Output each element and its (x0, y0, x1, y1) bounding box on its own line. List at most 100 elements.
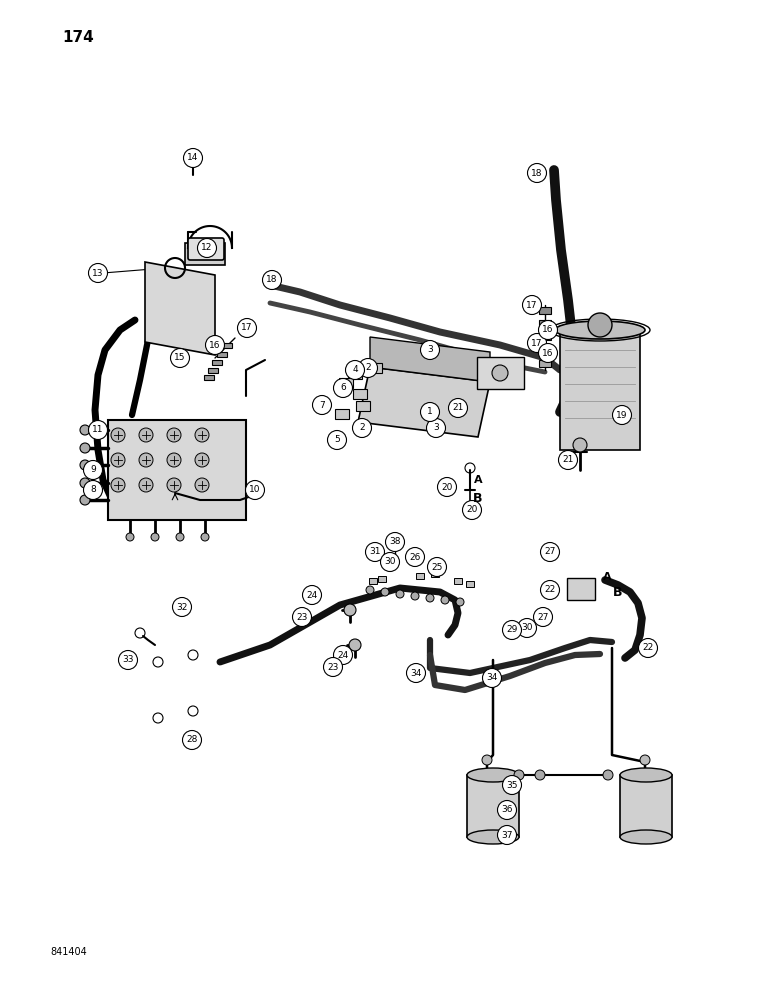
Text: 29: 29 (506, 626, 518, 635)
FancyBboxPatch shape (560, 330, 640, 450)
Text: 7: 7 (319, 400, 325, 410)
Circle shape (639, 639, 658, 658)
Text: 23: 23 (328, 662, 339, 672)
Circle shape (603, 770, 613, 780)
Circle shape (153, 657, 163, 667)
Circle shape (349, 639, 361, 651)
Text: 12: 12 (201, 243, 213, 252)
FancyBboxPatch shape (539, 360, 551, 367)
Circle shape (346, 360, 364, 379)
Circle shape (183, 148, 203, 167)
Circle shape (448, 398, 467, 418)
Circle shape (438, 478, 456, 496)
Text: 6: 6 (340, 383, 346, 392)
Ellipse shape (467, 768, 519, 782)
Circle shape (237, 318, 257, 338)
FancyBboxPatch shape (353, 389, 367, 399)
Circle shape (456, 598, 464, 606)
Circle shape (303, 585, 321, 604)
Circle shape (80, 443, 90, 453)
Circle shape (523, 296, 541, 314)
Circle shape (139, 478, 153, 492)
Text: 34: 34 (410, 668, 422, 678)
Circle shape (111, 453, 125, 467)
Circle shape (328, 430, 346, 450)
FancyBboxPatch shape (466, 581, 474, 587)
Circle shape (80, 478, 90, 488)
Text: 2: 2 (359, 424, 365, 432)
Circle shape (183, 730, 201, 750)
Text: 36: 36 (502, 806, 512, 814)
FancyBboxPatch shape (539, 320, 551, 327)
Circle shape (171, 349, 190, 367)
Circle shape (406, 548, 424, 566)
Circle shape (139, 453, 153, 467)
FancyBboxPatch shape (356, 401, 370, 411)
Circle shape (420, 402, 439, 422)
Text: 2: 2 (365, 363, 370, 372)
Circle shape (313, 395, 332, 414)
Text: 24: 24 (307, 590, 317, 599)
Text: 15: 15 (174, 354, 186, 362)
FancyBboxPatch shape (188, 238, 224, 260)
Circle shape (197, 238, 217, 257)
FancyBboxPatch shape (208, 368, 218, 373)
Text: B: B (613, 585, 622, 598)
Circle shape (334, 646, 353, 664)
Circle shape (535, 770, 545, 780)
Circle shape (139, 428, 153, 442)
Text: 37: 37 (502, 830, 512, 840)
Circle shape (176, 533, 184, 541)
Circle shape (195, 428, 209, 442)
Circle shape (558, 450, 577, 470)
Circle shape (88, 263, 108, 282)
Circle shape (411, 592, 419, 600)
Circle shape (396, 590, 404, 598)
Circle shape (205, 336, 225, 355)
Text: 3: 3 (427, 346, 433, 355)
Text: 17: 17 (526, 300, 537, 310)
Ellipse shape (555, 321, 645, 339)
Text: 30: 30 (385, 558, 395, 566)
Circle shape (612, 406, 632, 424)
Circle shape (502, 620, 522, 640)
Text: 34: 34 (486, 674, 498, 682)
Circle shape (573, 438, 587, 452)
Polygon shape (145, 262, 215, 355)
Circle shape (353, 418, 371, 438)
Circle shape (153, 713, 163, 723)
Ellipse shape (620, 830, 672, 844)
Circle shape (538, 320, 558, 340)
Ellipse shape (467, 830, 519, 844)
Text: 16: 16 (542, 326, 554, 334)
Text: 13: 13 (92, 268, 104, 277)
Circle shape (527, 163, 547, 182)
Circle shape (426, 594, 434, 602)
Circle shape (126, 533, 134, 541)
Circle shape (541, 580, 559, 599)
Text: 10: 10 (250, 486, 261, 494)
FancyBboxPatch shape (222, 343, 232, 348)
Text: 31: 31 (369, 548, 381, 556)
Text: 21: 21 (562, 456, 573, 464)
Circle shape (534, 607, 552, 626)
Circle shape (80, 425, 90, 435)
FancyBboxPatch shape (185, 243, 225, 265)
Text: 32: 32 (176, 602, 188, 611)
Text: 17: 17 (241, 324, 253, 332)
Text: A: A (473, 475, 482, 485)
Circle shape (381, 588, 389, 596)
Text: 174: 174 (62, 30, 94, 45)
Circle shape (246, 481, 264, 499)
Circle shape (420, 340, 439, 360)
Circle shape (463, 500, 481, 520)
Circle shape (588, 313, 612, 337)
Text: 26: 26 (410, 552, 420, 562)
Circle shape (167, 478, 181, 492)
FancyBboxPatch shape (217, 352, 227, 357)
Text: 3: 3 (433, 424, 439, 432)
Circle shape (195, 478, 209, 492)
FancyBboxPatch shape (416, 573, 424, 579)
Circle shape (517, 618, 537, 638)
Circle shape (83, 481, 102, 499)
